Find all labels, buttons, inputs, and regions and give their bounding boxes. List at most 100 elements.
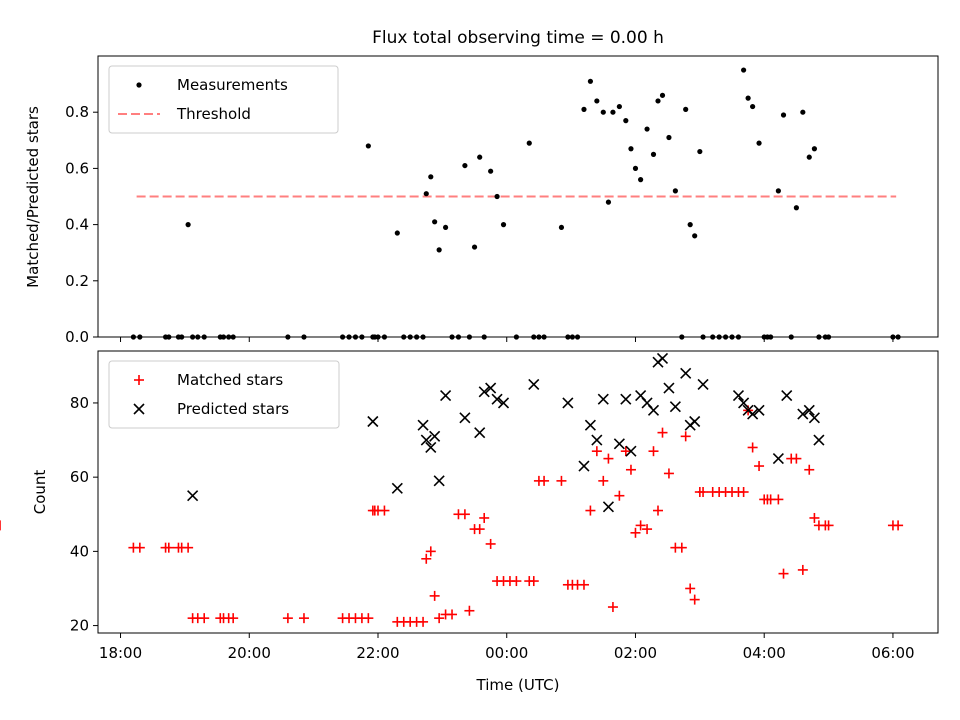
count-y-ticks: 20 40 60 80: [70, 394, 98, 635]
measurement-point: [750, 103, 756, 110]
predicted-point: [781, 389, 793, 402]
measurement-point: [793, 205, 799, 211]
x-tick-label: 02:00: [614, 644, 657, 662]
predicted-stars-series: [187, 352, 825, 513]
predicted-point: [584, 419, 596, 431]
predicted-point: [732, 389, 745, 402]
matched-point: [511, 576, 522, 587]
predicted-point: [680, 367, 692, 379]
matched-point: [479, 512, 490, 523]
measurement-point: [811, 146, 818, 152]
matched-point: [528, 576, 539, 587]
predicted-point: [747, 408, 759, 420]
matched-point: [459, 509, 470, 520]
predicted-point: [497, 397, 510, 409]
measurement-point: [500, 222, 507, 228]
predicted-point: [738, 397, 750, 409]
predicted-point: [697, 378, 709, 390]
matched-point: [598, 475, 609, 486]
matched-point: [738, 487, 749, 497]
predicted-point: [591, 434, 603, 446]
measurement-point: [683, 106, 689, 112]
matched-point: [663, 468, 674, 479]
legend-predicted-label: Predicted stars: [177, 400, 289, 418]
measurement-point: [428, 174, 434, 180]
measurement-point: [558, 224, 565, 231]
measurement-point: [655, 98, 661, 104]
predicted-point: [187, 490, 199, 502]
measurement-point: [697, 148, 703, 155]
measurement-point: [605, 199, 612, 205]
ratio-y-axis-label: Matched/Predicted stars: [24, 106, 42, 288]
predicted-point: [417, 419, 429, 431]
matched-point: [607, 602, 618, 613]
count-y-axis-label: Count: [31, 470, 49, 515]
measurement-point: [488, 168, 494, 174]
predicted-point: [433, 475, 445, 487]
predicted-point: [772, 453, 784, 465]
measurement-point: [659, 92, 666, 98]
ratio-legend: Measurements Threshold: [108, 65, 339, 134]
measurement-point: [394, 230, 400, 236]
predicted-point: [663, 382, 675, 394]
predicted-point: [813, 434, 825, 446]
x-tick-label: 20:00: [228, 644, 271, 662]
matched-point: [614, 490, 625, 501]
matched-point: [421, 553, 432, 564]
measurement-point: [423, 191, 429, 197]
predicted-point: [578, 460, 590, 472]
measurement-point: [745, 95, 751, 101]
y-tick-label: 0.8: [65, 103, 89, 121]
matched-point: [630, 527, 641, 538]
measurement-point: [442, 224, 449, 231]
predicted-point: [478, 386, 490, 398]
x-tick-label: 18:00: [99, 644, 142, 662]
y-tick-label: 0.4: [65, 216, 89, 234]
matched-point: [698, 487, 709, 497]
ratio-axes-frame: [97, 55, 939, 338]
x-tick-label: 04:00: [743, 644, 786, 662]
measurement-point: [638, 177, 644, 183]
legend-threshold-label: Threshold: [176, 105, 251, 123]
matched-point: [485, 538, 496, 549]
matched-point: [199, 613, 210, 624]
x-tick-label: 06:00: [871, 644, 914, 662]
predicted-point: [562, 397, 574, 409]
matched-point: [134, 542, 145, 553]
matched-point: [434, 613, 445, 624]
matched-point: [228, 613, 239, 624]
matched-point: [797, 564, 808, 575]
predicted-point: [474, 427, 486, 439]
predicted-point: [689, 415, 701, 428]
matched-point: [556, 475, 567, 486]
count-panel: 20 40 60 80 18:00 20:00 22:00 00:00 02:00 04:00 0…: [0, 350, 939, 694]
matched-point: [298, 613, 309, 624]
matched-point: [754, 461, 765, 472]
ratio-marks: [130, 67, 901, 340]
predicted-point: [669, 401, 681, 413]
measurement-point: [666, 134, 672, 141]
matched-point: [689, 594, 700, 605]
y-tick-label: 0.2: [65, 272, 89, 290]
predicted-point: [597, 393, 609, 405]
predicted-point: [528, 378, 540, 390]
measurement-point: [610, 109, 616, 115]
measurement-point: [672, 188, 678, 194]
measurement-point: [494, 193, 500, 200]
matched-point: [635, 520, 646, 531]
x-tick-label: 00:00: [485, 644, 528, 662]
matched-point: [163, 542, 174, 553]
predicted-point: [485, 382, 497, 394]
predicted-point: [391, 482, 403, 494]
matched-point: [809, 512, 820, 523]
matched-point: [585, 505, 596, 516]
matched-point: [747, 442, 758, 453]
predicted-point: [620, 393, 632, 405]
measurement-point: [432, 219, 438, 225]
measurement-point: [477, 154, 483, 160]
measurement-point: [185, 222, 191, 228]
legend-measurements-label: Measurements: [177, 76, 288, 94]
matched-point: [676, 542, 687, 553]
matched-point: [685, 583, 696, 594]
